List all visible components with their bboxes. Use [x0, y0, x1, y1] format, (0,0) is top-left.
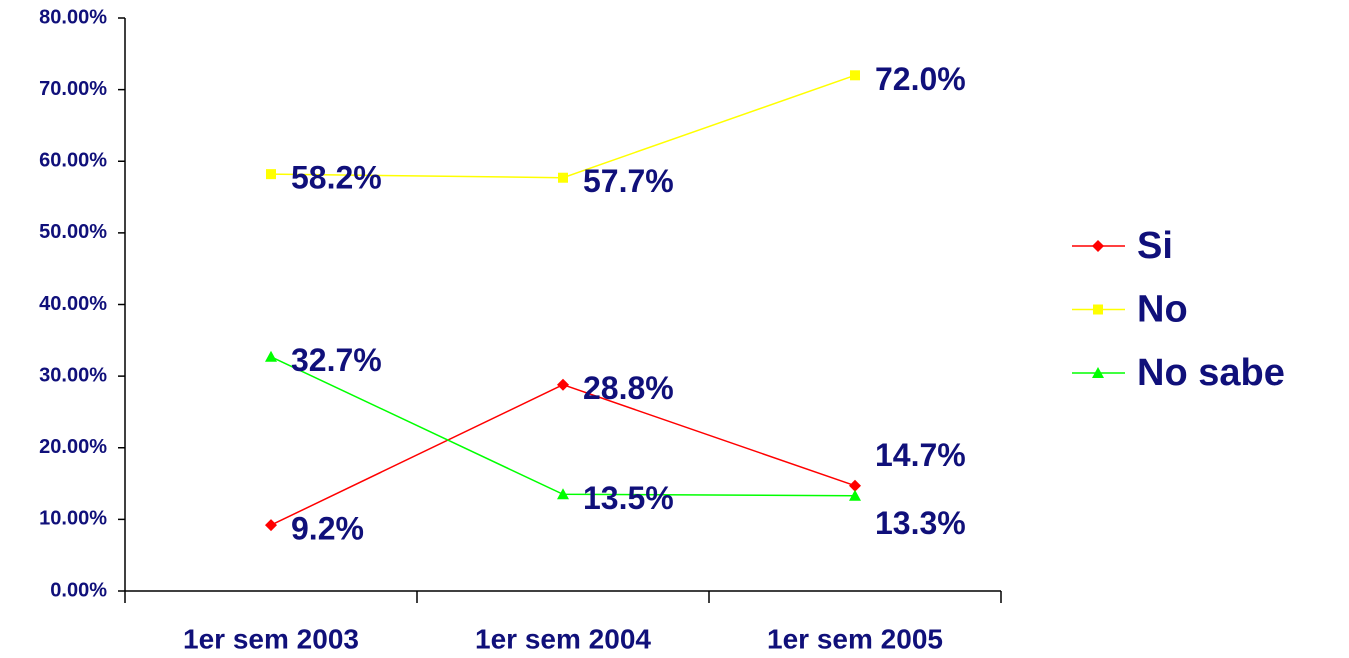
data-label: 14.7% [875, 437, 966, 473]
y-tick-label: 30.00% [39, 364, 107, 386]
x-tick-label: 1er sem 2003 [183, 623, 359, 654]
data-label: 72.0% [875, 61, 966, 97]
point [266, 169, 276, 180]
data-label: 57.7% [583, 163, 674, 199]
legend-label: No [1137, 289, 1188, 331]
legend-marker [1093, 304, 1103, 315]
data-label: 58.2% [291, 160, 382, 196]
data-label: 28.8% [583, 370, 674, 406]
point [557, 378, 569, 391]
data-label: 13.5% [583, 480, 674, 516]
point [850, 70, 860, 81]
x-tick-label: 1er sem 2004 [475, 623, 651, 654]
series-line [270, 383, 856, 526]
y-tick-label: 60.00% [39, 150, 107, 172]
y-tick-label: 20.00% [39, 436, 107, 458]
point [558, 172, 568, 183]
data-label: 13.3% [875, 505, 966, 541]
y-tick-label: 10.00% [39, 508, 107, 530]
y-tick-label: 70.00% [39, 78, 107, 100]
data-label: 9.2% [291, 511, 364, 547]
point [265, 519, 277, 532]
y-tick-label: 50.00% [39, 221, 107, 243]
point [265, 350, 277, 362]
y-tick-label: 0.00% [50, 579, 107, 601]
legend-marker [1092, 240, 1104, 252]
point [557, 488, 569, 500]
point [849, 489, 861, 501]
y-tick-label: 80.00% [39, 6, 107, 28]
y-tick-label: 40.00% [39, 293, 107, 315]
x-tick-label: 1er sem 2005 [767, 623, 943, 654]
point [849, 479, 861, 492]
legend-label: Si [1137, 225, 1173, 267]
legend-label: No sabe [1137, 352, 1285, 394]
legend-marker [1092, 367, 1104, 378]
data-label: 32.7% [291, 342, 382, 378]
